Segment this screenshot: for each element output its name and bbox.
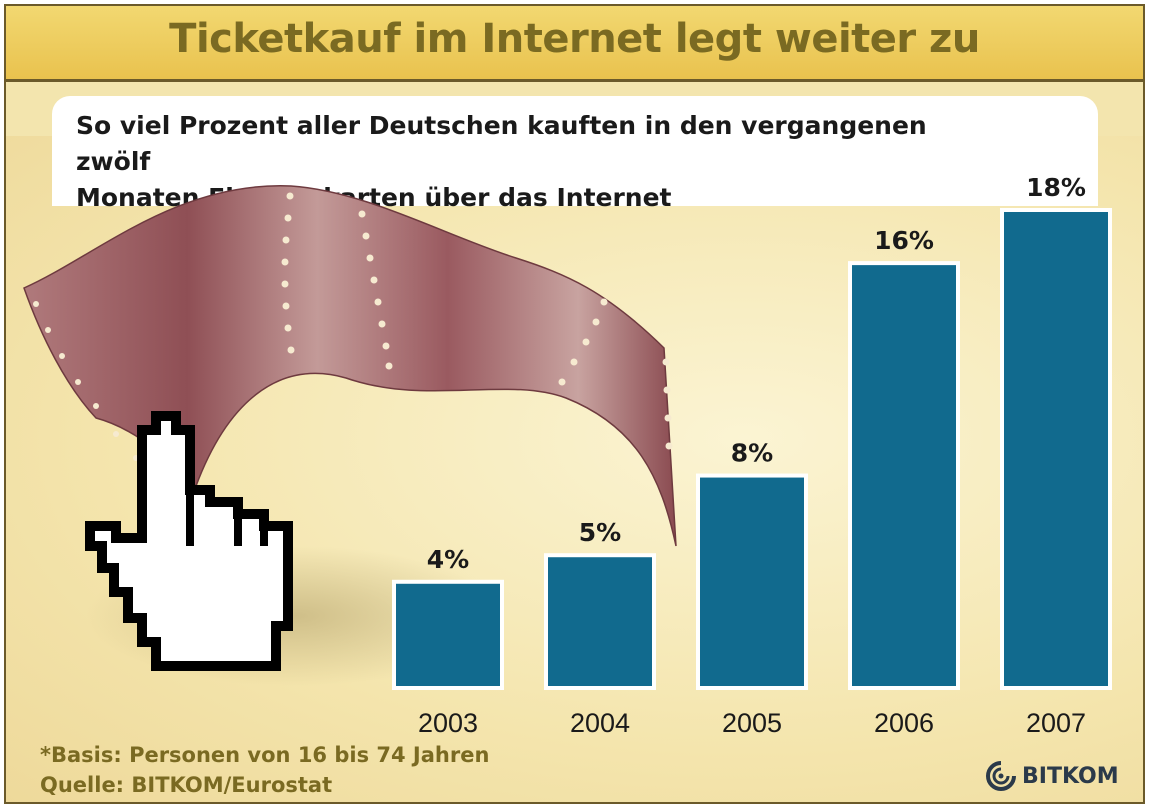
bar-2004 xyxy=(544,553,656,690)
bars-layer: 4% 2003 5% 2004 8% 2005 16% 2006 18% 2007 xyxy=(392,173,1112,738)
subtitle-box xyxy=(52,96,1098,206)
value-label-2003: 4% xyxy=(427,545,469,574)
value-label-2007: 18% xyxy=(1026,173,1086,202)
bar-2003 xyxy=(392,579,504,690)
infographic-frame: Ticketkauf im Internet legt weiter zu So… xyxy=(4,4,1145,804)
category-label-2006: 2006 xyxy=(874,708,934,738)
bar-2005 xyxy=(696,473,808,690)
category-label-2004: 2004 xyxy=(570,708,630,738)
category-label-2007: 2007 xyxy=(1026,708,1086,738)
bitkom-logo-text: BITKOM xyxy=(1022,763,1119,789)
footnote-source: Quelle: BITKOM/Eurostat xyxy=(40,773,333,797)
film-strip-icon xyxy=(23,185,677,547)
header-band: Ticketkauf im Internet legt weiter zu xyxy=(6,6,1143,82)
bitkom-logo: BITKOM xyxy=(984,756,1119,796)
subtitle-line-1: So viel Prozent aller Deutschen kauften … xyxy=(76,111,927,176)
value-label-2004: 5% xyxy=(579,518,621,547)
footnote: *Basis: Personen von 16 bis 74 Jahren Qu… xyxy=(40,740,489,800)
hand-cursor-icon xyxy=(85,411,293,671)
chart-title: Ticketkauf im Internet legt weiter zu xyxy=(169,16,980,62)
category-label-2005: 2005 xyxy=(722,708,782,738)
value-label-2006: 16% xyxy=(874,226,934,255)
value-label-2005: 8% xyxy=(731,439,773,468)
bitkom-logo-icon xyxy=(986,761,1016,791)
bar-2007 xyxy=(1000,208,1112,690)
category-label-2003: 2003 xyxy=(418,708,478,738)
bar-2006 xyxy=(848,261,960,690)
bar-chart: 4% 2003 5% 2004 8% 2005 16% 2006 18% 2007 xyxy=(23,173,1112,738)
footnote-basis: *Basis: Personen von 16 bis 74 Jahren xyxy=(40,743,490,767)
